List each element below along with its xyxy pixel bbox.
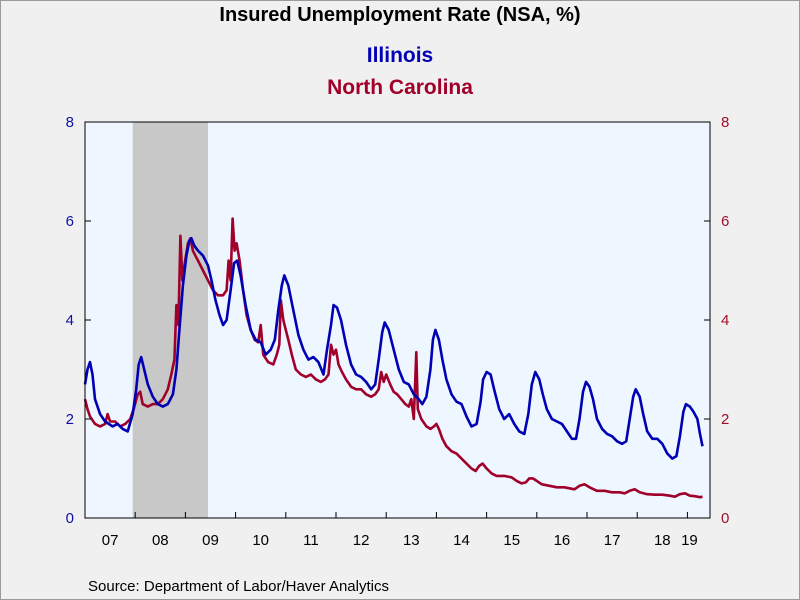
y-tick-label-right: 2 xyxy=(721,411,729,428)
x-tick-label: 14 xyxy=(453,532,470,549)
x-tick-label: 08 xyxy=(152,532,169,549)
series-line-illinois xyxy=(83,237,704,460)
y-tick-label-left: 6 xyxy=(66,213,74,230)
x-tick-label: 12 xyxy=(353,532,370,549)
y-tick-label-left: 8 xyxy=(66,114,74,131)
x-tick-label: 18 xyxy=(654,532,671,549)
x-tick-label: 15 xyxy=(503,532,520,549)
x-tick-label: 11 xyxy=(303,532,319,549)
y-tick-label-right: 4 xyxy=(721,312,729,329)
x-tick-label: 17 xyxy=(604,532,621,549)
y-tick-label-left: 4 xyxy=(66,312,74,329)
source-note: Source: Department of Labor/Haver Analyt… xyxy=(88,578,389,595)
y-tick-label-left: 0 xyxy=(66,510,74,527)
x-tick-label: 16 xyxy=(554,532,571,549)
axis-layer: 0 2 4 6 8 0 2 4 6 8 07 08 09 10 11 12 13 14 15 16 17 18 19 xyxy=(66,114,730,549)
series-line-north-carolina xyxy=(83,217,703,499)
legend-illinois: Illinois xyxy=(366,44,434,67)
series-layer xyxy=(83,217,704,499)
y-tick-label-right: 0 xyxy=(721,510,729,527)
x-tick-label: 07 xyxy=(102,532,119,549)
x-tick-label: 19 xyxy=(681,532,698,549)
y-tick-label-right: 8 xyxy=(721,114,729,131)
recession-shading xyxy=(132,122,208,518)
y-tick-label-right: 6 xyxy=(721,213,729,230)
y-tick-label-left: 2 xyxy=(66,411,74,428)
chart-title: Insured Unemployment Rate (NSA, %) xyxy=(219,4,581,26)
x-tick-label: 09 xyxy=(202,532,219,549)
x-tick-label: 10 xyxy=(252,532,269,549)
legend-north-carolina: North Carolina xyxy=(327,76,473,99)
x-tick-label: 13 xyxy=(403,532,420,549)
